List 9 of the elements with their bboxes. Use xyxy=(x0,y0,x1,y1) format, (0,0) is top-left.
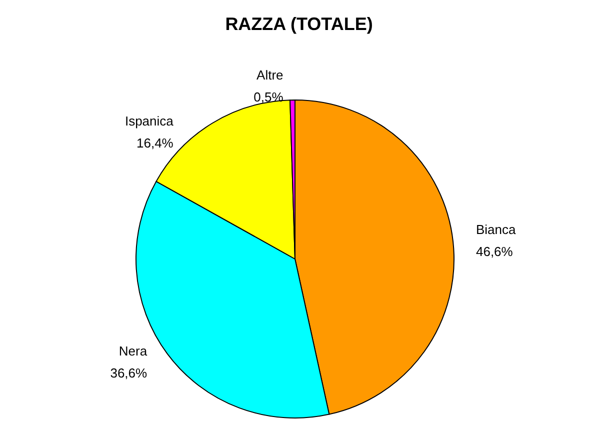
data-label: 0,5% xyxy=(254,90,284,105)
slice-label: Bianca xyxy=(476,222,517,237)
slice-label: Ispanica xyxy=(124,114,174,129)
data-label: 46,6% xyxy=(476,244,514,259)
slice-label: Nera xyxy=(118,344,148,359)
chart-title: RAZZA (TOTALE) xyxy=(225,14,373,34)
data-label: 36,6% xyxy=(110,366,148,381)
slice-label: Altre xyxy=(256,68,284,83)
data-label: 16,4% xyxy=(136,136,174,151)
